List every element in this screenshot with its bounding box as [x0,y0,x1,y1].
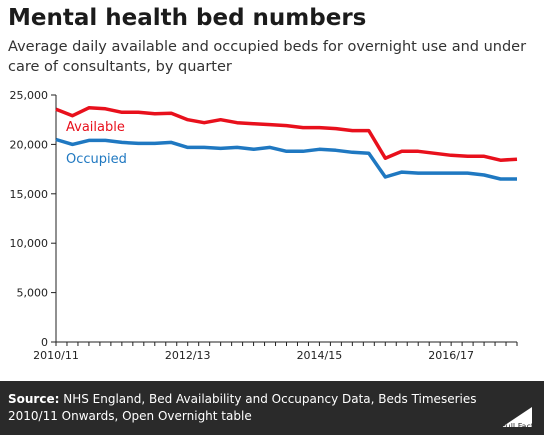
svg-text:Full Fact: Full Fact [501,422,534,431]
source-label: Source: [8,392,60,406]
occupied-line [55,137,517,181]
x-tick-label: 2010/11 [33,349,79,362]
x-tick-label: 2016/17 [428,349,474,362]
y-tick-label: 0 [41,336,48,349]
source-note: Source: NHS England, Bed Availability an… [8,391,478,425]
x-tick-label: 2014/15 [297,349,343,362]
line-chart: 0 5,000 10,000 15,000 20,000 25,000 2010/11 201… [10,89,518,362]
y-tick-label: 10,000 [10,237,49,250]
chart-subtitle: Average daily available and occupied bed… [8,39,527,75]
y-tick-label: 5,000 [17,287,49,300]
full-fact-logo: Full Fact [501,407,534,431]
y-tick-label: 15,000 [10,188,49,201]
y-tick-label: 25,000 [10,89,49,102]
source-text: NHS England, Bed Availability and Occupa… [8,392,477,423]
y-tick-label: 20,000 [10,138,49,151]
chart-title: Mental health bed numbers [8,5,367,31]
available-label: Available [66,120,125,135]
x-tick-label: 2012/13 [165,349,211,362]
available-line [55,106,518,162]
occupied-label: Occupied [66,152,127,167]
footer: Source: NHS England, Bed Availability an… [0,381,544,435]
